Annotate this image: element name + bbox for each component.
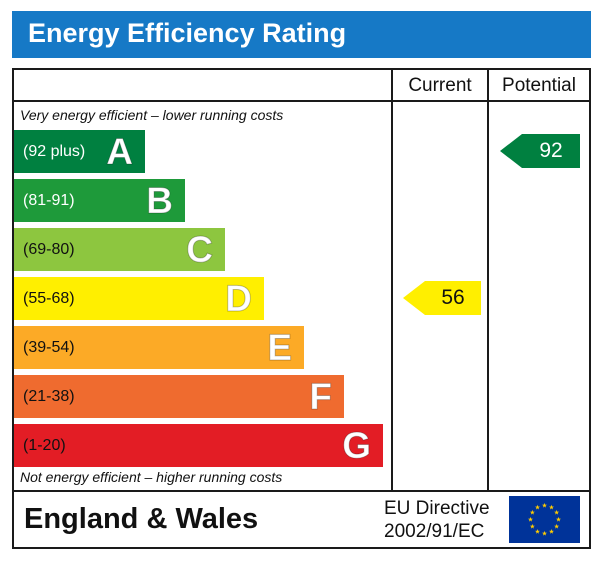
band-g: (1-20) G bbox=[14, 424, 383, 467]
directive-line-2: 2002/91/EC bbox=[384, 521, 485, 542]
divider-current bbox=[391, 68, 393, 492]
band-letter: F bbox=[309, 376, 333, 418]
band-range: (92 plus) bbox=[23, 143, 86, 160]
rating-frame bbox=[12, 68, 591, 549]
band-range: (69-80) bbox=[23, 241, 75, 258]
band-range: (21-38) bbox=[23, 388, 75, 405]
band-range: (81-91) bbox=[23, 192, 75, 209]
eu-flag-star bbox=[554, 509, 560, 515]
eu-flag-star bbox=[529, 509, 535, 515]
band-range: (55-68) bbox=[23, 290, 75, 307]
band-letter: E bbox=[267, 327, 293, 369]
eu-flag-star bbox=[528, 516, 533, 522]
band-d: (55-68) D bbox=[14, 277, 264, 320]
footer-divider bbox=[12, 490, 591, 492]
eu-flag-star bbox=[529, 523, 535, 529]
band-letter: G bbox=[342, 425, 372, 467]
band-b: (81-91) B bbox=[14, 179, 185, 222]
band-letter: D bbox=[225, 278, 253, 320]
column-header-current: Current bbox=[408, 75, 472, 96]
eu-flag-star bbox=[542, 502, 547, 508]
eu-flag-icon bbox=[509, 496, 580, 543]
title-bar: Energy Efficiency Rating bbox=[12, 11, 591, 58]
eu-flag-stars bbox=[528, 502, 561, 536]
band-e: (39-54) E bbox=[14, 326, 304, 369]
eu-flag-star bbox=[542, 530, 547, 536]
directive-line-1: EU Directive bbox=[384, 498, 490, 519]
eu-flag-star bbox=[549, 529, 554, 534]
region-label: England & Wales bbox=[24, 503, 259, 535]
band-c: (69-80) C bbox=[14, 228, 225, 271]
eu-flag-star bbox=[549, 504, 554, 510]
current-rating-value: 56 bbox=[441, 286, 465, 309]
page-title: Energy Efficiency Rating bbox=[28, 18, 347, 48]
band-range: (39-54) bbox=[23, 339, 75, 356]
eu-flag-star bbox=[554, 523, 560, 529]
divider-potential bbox=[487, 68, 489, 492]
note-inefficient: Not energy efficient – higher running co… bbox=[20, 469, 283, 485]
eu-flag-star bbox=[535, 529, 540, 534]
eu-flag-star bbox=[535, 504, 540, 510]
potential-rating-value: 92 bbox=[539, 139, 563, 162]
eu-flag-star bbox=[556, 516, 561, 522]
column-header-potential: Potential bbox=[502, 75, 576, 96]
header-divider bbox=[12, 100, 591, 102]
band-range: (1-20) bbox=[23, 437, 66, 454]
band-letter: B bbox=[146, 180, 174, 222]
band-f: (21-38) F bbox=[14, 375, 344, 418]
note-efficient: Very energy efficient – lower running co… bbox=[20, 107, 284, 123]
band-letter: C bbox=[186, 229, 214, 271]
band-a: (92 plus) A bbox=[14, 130, 145, 173]
band-letter: A bbox=[106, 131, 134, 173]
